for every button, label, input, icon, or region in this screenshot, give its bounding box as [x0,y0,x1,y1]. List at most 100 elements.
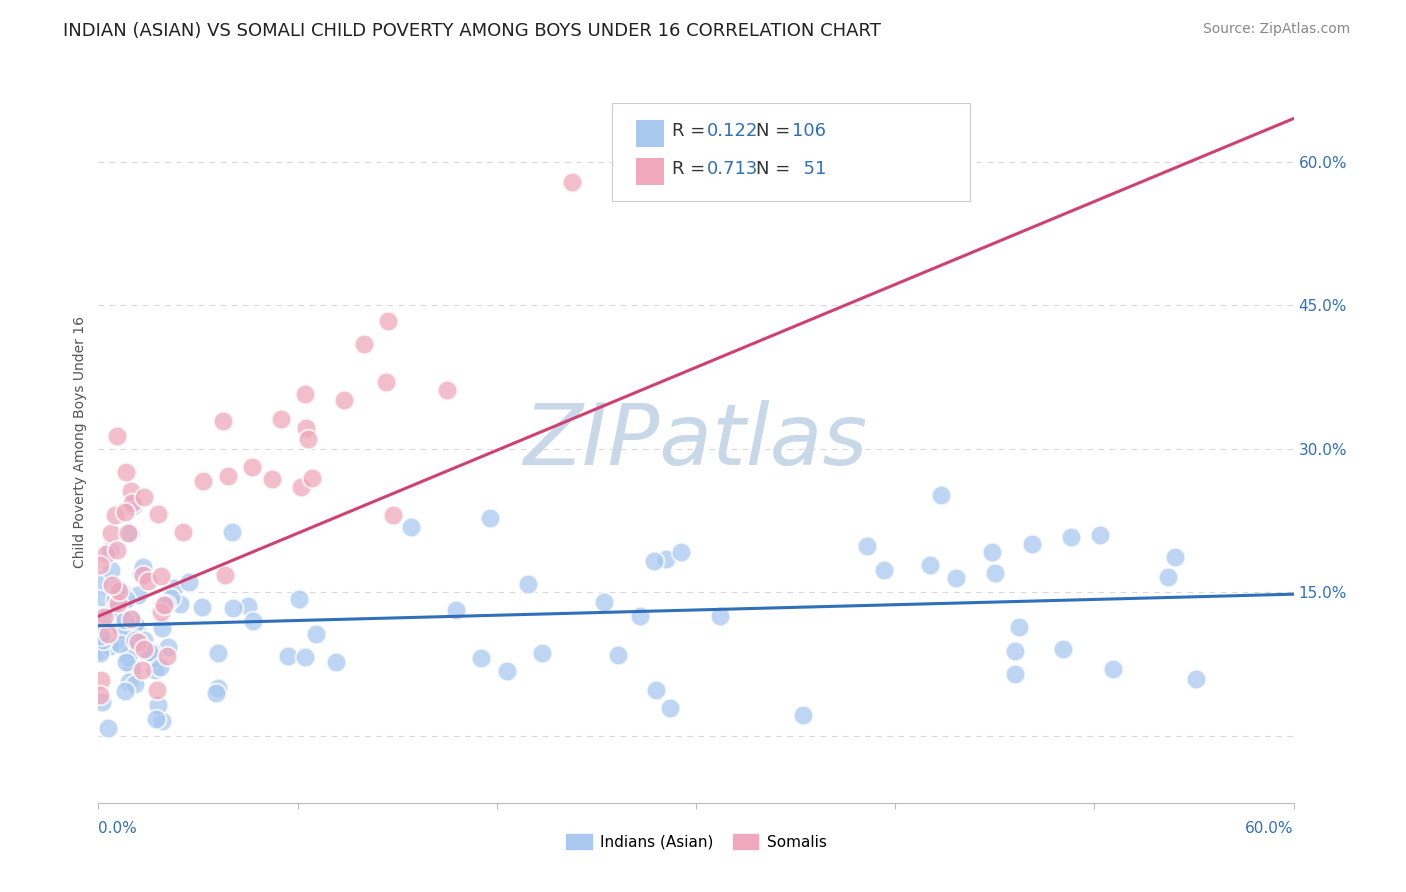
Point [643,553,665,567]
Point [945,571,967,585]
Point [90,673,112,687]
Point [98,639,121,653]
Point [645,682,668,697]
Point [169,597,191,611]
Point [221,524,243,539]
Point [104,508,127,523]
Point [118,525,141,540]
Point [103,636,125,650]
Point [1101,662,1123,676]
Point [205,686,228,700]
Text: ZIPatlas: ZIPatlas [524,400,868,483]
Point [117,609,139,624]
Point [127,588,149,602]
Point [658,701,681,715]
Point [470,651,492,665]
Point [114,614,136,628]
Point [105,543,128,558]
Point [89,558,111,572]
Point [127,635,149,649]
Point [108,584,131,599]
Point [262,472,284,486]
Point [1004,666,1026,681]
Point [301,471,323,485]
Point [172,524,194,539]
Point [121,496,143,510]
Point [1060,530,1083,544]
Point [91,573,114,587]
Point [93,609,115,624]
Point [1004,644,1026,658]
Point [217,469,239,483]
Point [120,483,142,498]
Point [121,662,143,676]
Point [110,622,132,636]
Point [150,605,173,619]
Point [792,708,814,723]
Point [561,175,583,189]
Point [115,591,138,606]
Point [593,595,616,609]
Point [1163,550,1185,565]
Point [142,651,165,665]
Point [155,598,177,612]
Point [160,591,183,606]
Point [94,609,117,624]
Point [97,721,120,735]
Point [214,567,236,582]
Point [295,421,318,435]
Text: 0.0%: 0.0% [98,821,138,836]
Point [124,616,146,631]
Point [143,663,166,677]
Point [118,674,141,689]
Legend: Indians (Asian), Somalis: Indians (Asian), Somalis [560,827,832,856]
Point [129,566,152,581]
Y-axis label: Child Poverty Among Boys Under 16: Child Poverty Among Boys Under 16 [73,316,87,567]
Point [325,656,347,670]
Point [110,607,132,621]
Point [873,563,896,577]
Point [115,618,138,632]
Text: 0.122: 0.122 [707,122,759,140]
Point [607,648,630,662]
Text: N =: N = [756,122,796,140]
Point [332,393,354,408]
Point [221,600,243,615]
Point [114,683,136,698]
Point [177,575,200,590]
Point [931,488,953,502]
Point [236,599,259,613]
Point [207,681,229,695]
Point [141,645,163,659]
Point [94,547,117,561]
Point [1157,570,1180,584]
Point [110,584,132,599]
Point [191,474,214,488]
Point [163,581,186,595]
Point [980,545,1002,559]
Point [124,632,146,647]
Point [149,660,172,674]
Point [294,387,316,401]
Point [117,526,139,541]
Point [855,539,877,553]
Point [132,642,155,657]
Point [105,582,128,596]
Point [377,313,399,327]
Point [153,598,176,612]
Point [381,508,404,522]
Point [105,599,128,614]
Point [149,568,172,582]
Point [297,432,319,446]
Point [89,642,111,657]
Point [90,629,112,643]
Point [114,505,136,519]
Point [89,689,111,703]
Point [399,520,422,534]
Point [496,665,519,679]
Point [375,376,398,390]
Point [277,649,299,664]
Text: Source: ZipAtlas.com: Source: ZipAtlas.com [1202,22,1350,37]
Point [125,621,148,635]
Text: R =: R = [672,122,711,140]
